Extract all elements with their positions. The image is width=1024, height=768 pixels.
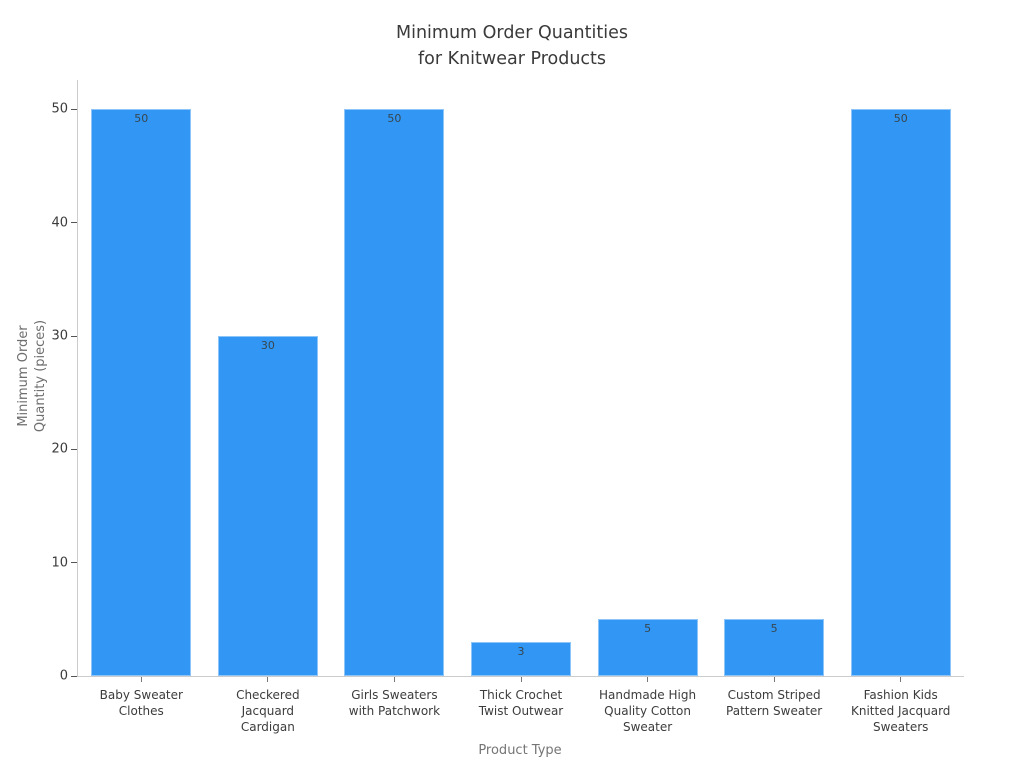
y-tick-mark — [71, 448, 77, 450]
y-tick-mark — [71, 562, 77, 564]
y-tick-label: 50 — [51, 101, 68, 117]
x-axis-title: Product Type — [478, 743, 562, 758]
y-tick-label: 0 — [59, 668, 68, 684]
plot-area: 0 10 20 30 40 50 50 Baby Sweater Clothes 30 Check… — [51, 80, 964, 734]
y-axis-title: Minimum Order Quantity (pieces) — [16, 319, 48, 433]
bar — [471, 642, 571, 676]
x-tick-mark — [140, 677, 142, 682]
y-tick-label: 10 — [51, 555, 68, 571]
x-tick-label: Custom Striped Pattern Sweater — [726, 688, 823, 718]
y-tick-label: 40 — [51, 215, 68, 231]
bar — [91, 109, 192, 676]
x-tick-label: Girls Sweaters with Patchwork — [348, 688, 441, 718]
chart-title: Minimum Order Quantities for Knitwear Pr… — [396, 23, 628, 69]
y-tick-mark — [71, 108, 77, 110]
x-tick-mark — [900, 677, 902, 682]
bar-value-label: 3 — [517, 645, 525, 658]
x-tick-mark — [647, 677, 649, 682]
bar — [217, 336, 318, 676]
x-tick-label: Handmade High Quality Cotton Sweater — [599, 688, 697, 734]
bar-value-label: 5 — [770, 622, 778, 636]
x-tick-mark — [393, 677, 395, 682]
bar — [724, 619, 825, 676]
bar-value-label: 50 — [387, 112, 402, 126]
bar — [597, 619, 698, 676]
bar — [850, 109, 951, 676]
bar-value-label: 50 — [134, 112, 149, 126]
bar — [344, 109, 445, 676]
x-tick-label: Checkered Jacquard Cardigan — [236, 688, 300, 734]
x-tick-mark — [773, 677, 775, 682]
y-tick-mark — [71, 675, 77, 677]
bar-value-label: 50 — [893, 112, 908, 126]
y-tick-mark — [71, 222, 77, 224]
x-tick-mark — [520, 677, 522, 682]
y-tick-mark — [71, 335, 77, 337]
y-tick-label: 30 — [51, 328, 68, 344]
x-tick-label: Baby Sweater Clothes — [99, 688, 183, 718]
x-tick-mark — [267, 677, 269, 682]
y-tick-label: 20 — [51, 441, 68, 457]
x-tick-label: Fashion Kids Knitted Jacquard Sweaters — [850, 688, 951, 734]
x-tick-label: Thick Crochet Twist Outwear — [478, 688, 564, 718]
bar-value-label: 30 — [260, 339, 275, 353]
bar-value-label: 5 — [644, 622, 652, 636]
